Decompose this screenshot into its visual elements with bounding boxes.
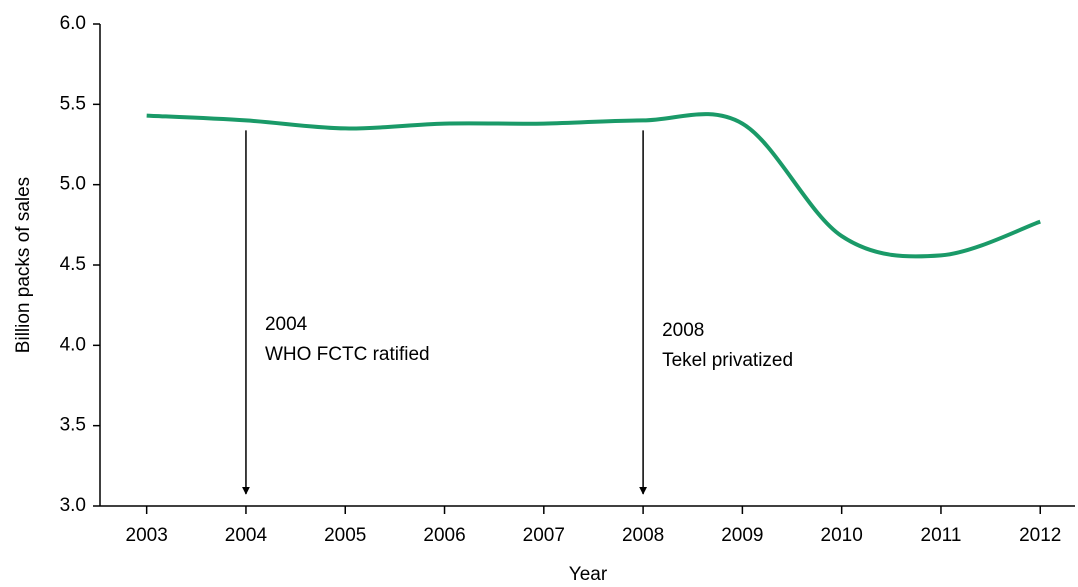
x-tick-label: 2004: [225, 525, 268, 546]
annotation-text: 2004: [265, 314, 308, 335]
x-tick-label: 2009: [721, 525, 763, 546]
y-tick-label: 3.0: [60, 495, 86, 516]
annotation-text: Tekel privatized: [662, 350, 793, 371]
annotation-text: WHO FCTC ratified: [265, 344, 430, 365]
x-tick-label: 2008: [622, 525, 664, 546]
y-tick-label: 4.0: [60, 334, 86, 355]
x-tick-label: 2006: [423, 525, 465, 546]
annotation-text: 2008: [662, 320, 704, 341]
y-axis-label: Billion packs of sales: [13, 177, 34, 353]
y-tick-label: 3.5: [60, 415, 86, 436]
y-tick-label: 4.5: [60, 254, 86, 275]
y-tick-label: 5.0: [60, 174, 86, 195]
x-axis-label: Year: [569, 564, 608, 585]
x-tick-label: 2003: [126, 525, 168, 546]
y-tick-label: 5.5: [60, 93, 86, 114]
x-tick-label: 2010: [821, 525, 863, 546]
x-tick-label: 2012: [1019, 525, 1061, 546]
x-tick-label: 2007: [523, 525, 565, 546]
y-tick-label: 6.0: [60, 13, 86, 34]
line: [146, 112, 1041, 259]
x-tick-label: 2011: [921, 525, 962, 546]
x-tick-label: 2005: [324, 525, 366, 546]
